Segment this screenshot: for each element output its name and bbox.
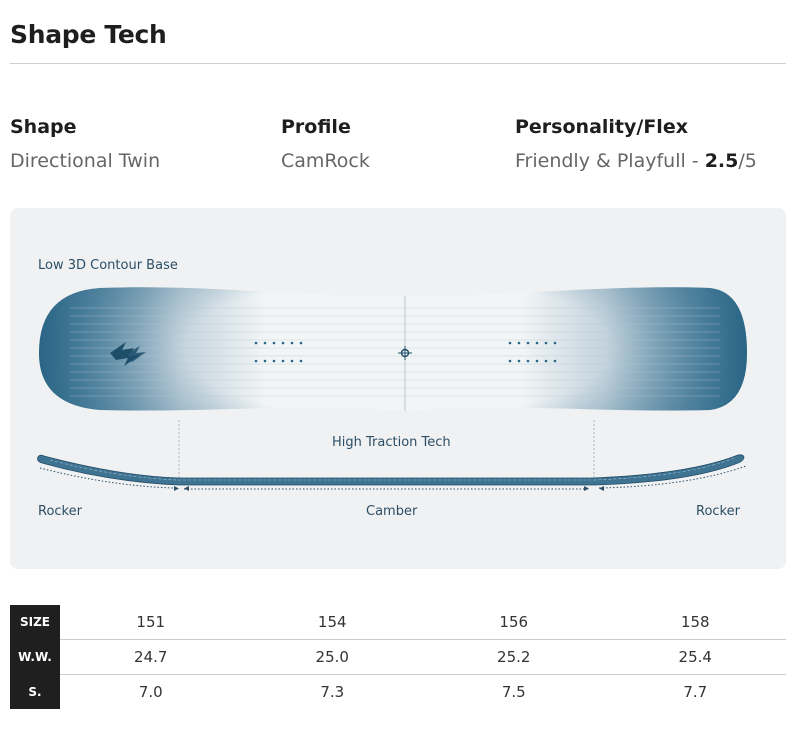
row-header-waist-width: W.W. — [10, 639, 60, 675]
profile-texture — [49, 457, 735, 481]
left-insert-pattern — [254, 341, 303, 363]
rocker-right-label: Rocker — [696, 504, 740, 519]
table-cell: 154 — [241, 605, 423, 640]
shape-diagram: Low 3D Contour Base High Traction Tech R… — [10, 208, 786, 569]
board-illustration — [37, 287, 747, 491]
table-cell: 151 — [60, 605, 242, 640]
table-row-stance: S. 7.0 7.3 7.5 7.7 — [10, 674, 786, 709]
title-divider — [10, 63, 786, 64]
spec-personality-label: Personality/Flex — [515, 116, 688, 138]
spec-shape-value: Directional Twin — [10, 150, 161, 172]
traction-label: High Traction Tech — [332, 435, 451, 450]
table-cell: 25.2 — [423, 639, 605, 675]
table-cell: 25.4 — [604, 639, 786, 675]
flex-max: /5 — [738, 150, 757, 172]
row-header-stance: S. — [10, 674, 60, 709]
spec-profile-value: CamRock — [281, 150, 370, 172]
arrow-heads — [174, 486, 604, 491]
table-row-waist-width: W.W. 24.7 25.0 25.2 25.4 — [10, 639, 786, 675]
row-header-size: SIZE — [10, 605, 60, 640]
table-row-size: SIZE 151 154 156 158 — [10, 605, 786, 640]
spec-shape-label: Shape — [10, 116, 77, 138]
table-cell: 7.7 — [683, 683, 708, 701]
right-insert-pattern — [508, 341, 557, 363]
spec-profile-label: Profile — [281, 116, 351, 138]
profile-arrows — [39, 465, 747, 490]
rocker-left-label: Rocker — [38, 504, 82, 519]
table-cell: 25.0 — [241, 639, 423, 675]
spec-shape: Shape Directional Twin — [10, 116, 160, 172]
table-cell: 156 — [423, 605, 605, 640]
table-cell: 7.0 — [138, 683, 163, 701]
camber-label: Camber — [366, 504, 418, 519]
size-specs-table: SIZE 151 154 156 158 W.W. 24.7 25.0 25.2… — [10, 605, 786, 709]
table-cell: 7.5 — [501, 683, 526, 701]
table-cell: 158 — [604, 605, 786, 640]
board-side-profile — [37, 454, 745, 486]
personality-description: Friendly & Playfull - — [515, 150, 705, 172]
spec-profile: Profile CamRock — [281, 116, 370, 172]
base-label: Low 3D Contour Base — [38, 258, 178, 273]
board-base-lines — [39, 287, 747, 411]
flex-score: 2.5 — [704, 150, 739, 172]
page-title: Shape Tech — [10, 20, 167, 49]
table-cell: 24.7 — [60, 639, 242, 675]
center-crosshair-icon — [398, 346, 412, 360]
table-cell: 7.3 — [320, 683, 345, 701]
spec-personality: Personality/Flex Friendly & Playfull - 2… — [515, 116, 757, 172]
spec-personality-value: Friendly & Playfull - 2.5/5 — [515, 150, 757, 172]
brand-logo-icon — [110, 342, 146, 366]
